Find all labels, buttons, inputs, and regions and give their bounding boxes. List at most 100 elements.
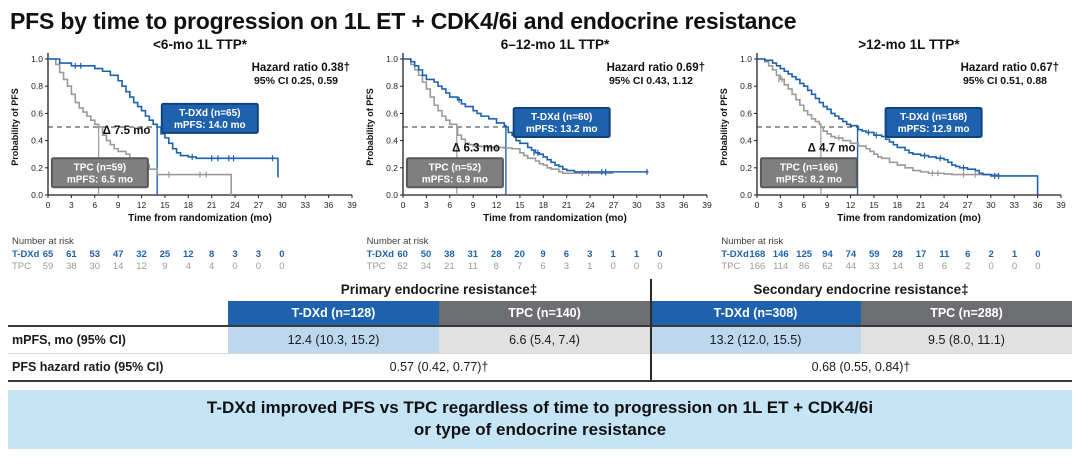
x-tick-label: 18 (893, 200, 903, 210)
hazard-ratio-cell-1: 0.57 (0.42, 0.77)† (228, 353, 650, 380)
risk-value: 50 (420, 249, 432, 260)
risk-row-tdxd: T-DXd 60 50 38 31 28 20 9 6 3 1 1 0 (363, 249, 715, 261)
risk-value: 1 (1011, 249, 1018, 260)
panel-title: 6–12-mo 1L TTP* (500, 37, 609, 52)
y-tick-label: 0.8 (741, 81, 753, 91)
y-tick-label: 0.6 (31, 108, 43, 118)
group-header-1: Primary endocrine resistance‡ (340, 282, 538, 297)
risk-value: 14 (112, 261, 124, 272)
x-tick-label: 24 (585, 200, 595, 210)
y-axis-label: Probability of PFS (365, 88, 375, 166)
group-header-spacer (8, 279, 228, 301)
risk-value: 0 (1035, 261, 1041, 272)
row-label-mpfs: mPFS, mo (95% CI) (8, 325, 228, 353)
x-tick-label: 6 (447, 200, 452, 210)
y-tick-label: 0.2 (31, 163, 43, 173)
risk-value: 65 (42, 249, 54, 260)
risk-value: 2 (965, 261, 971, 272)
risk-row-tpc: TPC 166 114 86 62 44 33 14 8 6 2 0 0 0 (717, 261, 1069, 273)
number-at-risk-header: Number at risk (721, 236, 784, 247)
x-tick-label: 18 (184, 200, 194, 210)
x-tick-label: 30 (277, 200, 287, 210)
tdxd-box-value: mPFS: 14.0 mo (174, 120, 246, 131)
risk-value: 3 (255, 249, 262, 260)
x-tick-label: 3 (424, 200, 429, 210)
risk-value: 28 (490, 249, 502, 260)
panel-title: <6-mo 1L TTP* (153, 37, 248, 52)
column-header-4: TPC (n=288) (861, 301, 1072, 325)
y-tick-label: 0.0 (386, 190, 398, 200)
km-chart-2: 6–12-mo 1L TTP*0.00.20.40.60.81.00 3 6 9 12 1… (365, 37, 712, 224)
risk-value: 0 (988, 261, 994, 272)
risk-value: 60 (397, 249, 408, 260)
risk-value: 0 (610, 261, 616, 272)
risk-value: 38 (66, 261, 77, 272)
tpc-box-label: TPC (n=59) (74, 162, 127, 173)
y-tick-label: 0.0 (741, 190, 753, 200)
tpc-curve (402, 58, 614, 175)
conclusion-banner: T-DXd improved PFS vs TPC regardless of … (8, 390, 1072, 450)
risk-value: 2 (988, 249, 994, 260)
tpc-curve (757, 58, 999, 176)
y-tick-label: 0.4 (386, 136, 398, 146)
y-tick-label: 1.0 (386, 54, 398, 64)
risk-value: 0 (633, 261, 640, 272)
x-tick-label: 33 (655, 200, 665, 210)
tdxd-box (160, 102, 259, 134)
risk-value: 53 (89, 249, 101, 260)
x-tick-label: 39 (1057, 200, 1067, 210)
x-tick-label: 0 (400, 200, 405, 210)
risk-value: 9 (162, 261, 168, 272)
risk-value: 94 (822, 249, 833, 260)
x-tick-label: 9 (116, 200, 121, 210)
tdxd-box-label: T-DXd (n=168) (900, 112, 967, 123)
x-tick-label: 30 (632, 200, 642, 210)
risk-value: 3 (587, 249, 593, 260)
y-tick-label: 1.0 (31, 54, 43, 64)
risk-value: 168 (749, 249, 766, 260)
x-tick-label: 18 (538, 200, 548, 210)
risk-value: 6 (965, 249, 971, 260)
risk-value: 4 (185, 261, 191, 272)
risk-row-label: T-DXd (12, 249, 40, 260)
risk-value: 0 (232, 261, 238, 272)
risk-value: 12 (183, 249, 194, 260)
x-tick-label: 30 (986, 200, 996, 210)
risk-value: 34 (420, 261, 432, 272)
risk-value: 25 (159, 249, 171, 260)
risk-value: 4 (209, 261, 215, 272)
y-tick-label: 0.8 (386, 81, 398, 91)
hazard-ratio-text: Hazard ratio 0.69† (606, 62, 704, 74)
y-tick-label: 0.4 (31, 136, 43, 146)
km-panel-2: 6–12-mo 1L TTP* 0.0 0.2 0.4 0.6 0.8 1.0 0 3 6 9 12 1… (363, 37, 718, 273)
tdxd-box-value: mPFS: 12.9 mo (898, 124, 970, 135)
risk-value: 0 (1011, 261, 1018, 272)
ci-text: 95% CI 0.25, 0.59 (254, 75, 338, 87)
y-axis-label: Probability of PFS (719, 88, 729, 166)
y-tick-label: 0.2 (741, 163, 753, 173)
risk-value: 33 (868, 261, 880, 272)
tdxd-box-label: T-DXd (n=65) (179, 108, 240, 119)
risk-value: 0 (279, 249, 285, 260)
risk-value: 86 (798, 261, 810, 272)
x-tick-label: 27 (963, 200, 973, 210)
risk-value: 11 (939, 249, 950, 260)
x-axis-label: Time from randomization (mo) (837, 213, 981, 224)
risk-row-label: T-DXd (721, 249, 749, 260)
x-tick-label: 3 (778, 200, 783, 210)
km-panel-3: >12-mo 1L TTP* 0.0 0.2 0.4 0.6 0.8 1.0 0 3 6 9 12 15… (717, 37, 1072, 273)
risk-value: 0 (1035, 249, 1041, 260)
x-axis-label: Time from randomization (mo) (483, 213, 627, 224)
delta-label: Δ 6.3 mo (452, 142, 500, 154)
risk-row-label: TPC (721, 261, 741, 272)
tdxd-box-label: T-DXd (n=60) (531, 112, 592, 123)
ci-text: 95% CI 0.43, 1.12 (609, 75, 693, 87)
risk-value: 8 (493, 261, 499, 272)
tdxd-curve (757, 58, 1039, 195)
risk-value: 1 (610, 249, 616, 260)
banner-line-1: T-DXd improved PFS vs TPC regardless of … (206, 398, 874, 417)
risk-row-label: T-DXd (366, 249, 395, 260)
risk-row-tpc: TPC 52 34 21 11 8 7 6 3 1 0 0 0 (363, 261, 715, 273)
x-tick-label: 24 (230, 200, 240, 210)
y-tick-label: 0.2 (386, 163, 398, 173)
